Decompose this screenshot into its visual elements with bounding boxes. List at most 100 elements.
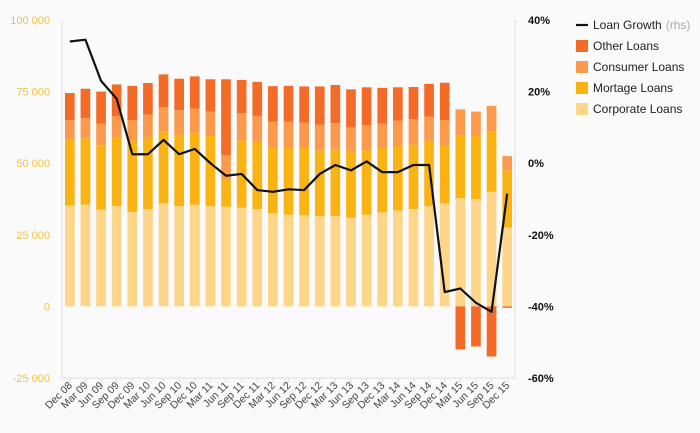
bar-other-loans-18: [346, 89, 356, 128]
bar-mortage-loans-3: [111, 137, 122, 207]
bar-consumer-loans-23: [424, 116, 434, 142]
bar-mortage-loans-24: [439, 146, 450, 204]
bar-corporate-loans-5: [143, 209, 153, 307]
legend-swatch-other-loans: [576, 40, 588, 52]
bar-corporate-loans-17: [330, 216, 341, 307]
bar-corporate-loans-13: [268, 213, 278, 307]
legend-label-suffix: (rhs): [666, 18, 691, 32]
bar-mortage-loans-10: [221, 179, 231, 207]
bar-consumer-loans-12: [252, 115, 263, 142]
bar-other-loans-2: [96, 91, 106, 124]
bar-mortage-loans-19: [361, 150, 372, 215]
bar-other-loans-4: [127, 85, 138, 121]
bar-consumer-loans-10: [221, 155, 231, 180]
bar-mortage-loans-5: [143, 137, 153, 210]
legend-swatch-consumer-loans: [576, 61, 588, 73]
bar-mortage-loans-21: [393, 146, 403, 211]
bar-corporate-loans-26: [471, 199, 481, 307]
bar-other-loans-8: [189, 76, 200, 109]
bar-corporate-loans-24: [439, 203, 450, 307]
legend-label-loan-growth: Loan Growth (rhs): [593, 18, 690, 32]
legend-label-mortage-loans: Mortage Loans: [593, 81, 673, 95]
bar-mortage-loans-26: [471, 135, 481, 199]
bar-other-loans-24: [439, 82, 450, 121]
bar-consumer-loans-4: [127, 120, 138, 142]
bar-consumer-loans-3: [111, 115, 122, 138]
bar-corporate-loans-9: [205, 206, 216, 307]
left-tick-label: 100 000: [10, 15, 50, 27]
bar-consumer-loans-7: [174, 110, 184, 135]
bar-mortage-loans-7: [174, 134, 184, 207]
legend-swatch-mortage-loans: [576, 82, 588, 94]
left-tick-label: 50 000: [16, 158, 50, 170]
bar-other-loans-14: [283, 85, 294, 122]
bar-consumer-loans-25: [455, 109, 466, 136]
bar-mortage-loans-13: [268, 147, 278, 214]
bar-corporate-loans-1: [80, 204, 91, 307]
bar-corporate-loans-22: [408, 209, 419, 307]
bar-consumer-loans-17: [330, 123, 341, 149]
bar-consumer-loans-1: [80, 118, 91, 139]
bar-mortage-loans-17: [330, 148, 341, 217]
bar-consumer-loans-9: [205, 111, 216, 136]
left-tick-label: 0: [44, 301, 50, 313]
right-tick-label: -20%: [528, 230, 554, 242]
bar-corporate-loans-27: [486, 191, 497, 307]
bar-other-loans-19: [361, 87, 372, 126]
right-tick-label: -60%: [528, 373, 554, 385]
bar-other-loans-6: [158, 74, 169, 108]
bar-corporate-loans-12: [252, 209, 263, 307]
bar-corporate-loans-25: [455, 198, 466, 307]
bar-mortage-loans-2: [96, 145, 106, 210]
bar-consumer-loans-2: [96, 123, 106, 146]
bar-corporate-loans-23: [424, 206, 434, 307]
bar-other-loans-21: [393, 87, 403, 121]
bar-corporate-loans-16: [314, 216, 325, 307]
bar-consumer-loans-22: [408, 119, 419, 145]
bar-mortage-loans-18: [346, 151, 356, 218]
legend-label-consumer-loans: Consumer Loans: [593, 60, 684, 74]
bar-mortage-loans-15: [299, 148, 309, 216]
right-tick-label: 0%: [528, 158, 544, 170]
bar-consumer-loans-20: [377, 123, 388, 149]
bar-corporate-loans-18: [346, 217, 356, 307]
bar-other-loans-28: [502, 306, 513, 308]
left-tick-label: -25 000: [13, 373, 50, 385]
bar-other-loans-13: [268, 86, 278, 122]
bar-corporate-loans-0: [64, 205, 75, 307]
bar-layer: [64, 74, 513, 357]
left-tick-label: 25 000: [16, 230, 50, 242]
right-tick-label: 20%: [528, 87, 550, 99]
bar-corporate-loans-7: [174, 206, 184, 307]
bar-mortage-loans-8: [189, 133, 200, 205]
bar-other-loans-12: [252, 81, 263, 116]
bar-other-loans-11: [236, 79, 247, 114]
bar-mortage-loans-27: [486, 131, 497, 192]
legend-label-corporate-loans: Corporate Loans: [593, 102, 682, 116]
bar-corporate-loans-20: [377, 212, 388, 307]
bar-mortage-loans-16: [314, 150, 325, 217]
right-tick-label: 40%: [528, 15, 550, 27]
bar-other-loans-16: [314, 86, 325, 125]
bar-mortage-loans-9: [205, 135, 216, 207]
bar-consumer-loans-0: [64, 120, 75, 140]
bar-corporate-loans-19: [361, 214, 372, 307]
bar-mortage-loans-25: [455, 135, 466, 199]
bar-other-loans-17: [330, 85, 341, 124]
bar-consumer-loans-11: [236, 113, 247, 141]
bar-other-loans-23: [424, 83, 434, 117]
bar-consumer-loans-14: [283, 121, 294, 148]
bar-consumer-loans-16: [314, 124, 325, 151]
bar-corporate-loans-3: [111, 206, 122, 307]
bar-consumer-loans-15: [299, 122, 309, 149]
bar-other-loans-10: [221, 79, 231, 156]
bar-mortage-loans-1: [80, 138, 91, 205]
bar-consumer-loans-6: [158, 107, 169, 132]
bar-consumer-loans-27: [486, 105, 497, 132]
bar-mortage-loans-6: [158, 131, 169, 204]
bar-mortage-loans-23: [424, 141, 434, 207]
bar-other-loans-22: [408, 87, 419, 120]
bar-other-loans-26: [471, 306, 481, 347]
